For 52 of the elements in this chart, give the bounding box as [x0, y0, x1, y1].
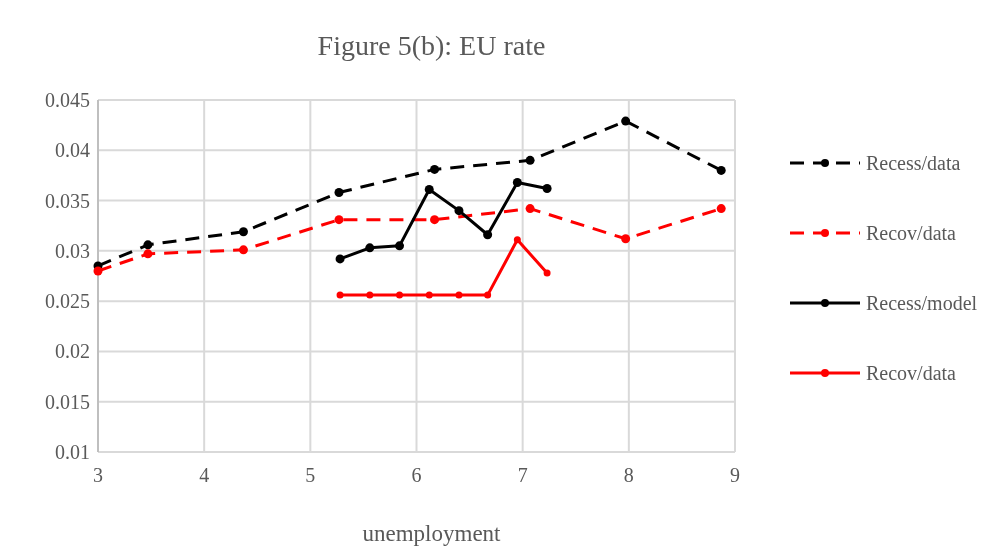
point: [335, 254, 345, 264]
x-tick-label: 4: [199, 464, 210, 486]
y-tick-label: 0.015: [45, 390, 90, 413]
point: [93, 266, 103, 276]
x-tick-label: 5: [305, 464, 316, 486]
legend-label: Recess/data: [866, 152, 961, 174]
point: [143, 249, 153, 259]
point: [334, 188, 344, 198]
point: [238, 227, 248, 237]
point: [430, 164, 440, 174]
point: [430, 215, 440, 225]
y-tick-label: 0.01: [55, 441, 90, 463]
point: [424, 185, 434, 195]
y-tick-label: 0.025: [45, 290, 90, 313]
point: [525, 204, 535, 214]
point: [238, 245, 248, 255]
y-tick-label: 0.035: [45, 189, 90, 212]
point: [543, 269, 551, 277]
point: [525, 155, 535, 165]
point: [716, 165, 726, 175]
y-tick-label: 0.03: [55, 239, 90, 262]
legend-label: Recov/data: [866, 222, 957, 244]
legend-label: Recess/model: [866, 292, 978, 314]
x-tick-label: 6: [411, 464, 422, 486]
point: [396, 291, 404, 299]
point: [366, 291, 374, 299]
point: [454, 206, 464, 216]
x-tick-label: 7: [517, 464, 528, 486]
point: [334, 215, 344, 225]
point: [395, 241, 405, 251]
point: [143, 240, 153, 250]
point: [455, 291, 463, 299]
y-tick-label: 0.02: [55, 340, 90, 363]
legend-label: Recov/data: [866, 362, 957, 384]
x-tick-label: 8: [623, 464, 634, 486]
point: [621, 116, 631, 126]
point: [513, 236, 521, 244]
point: [483, 230, 493, 240]
point: [542, 184, 552, 193]
point: [716, 204, 726, 214]
y-tick-label: 0.04: [55, 139, 90, 162]
point: [425, 291, 433, 299]
point: [512, 177, 522, 187]
x-tick-label: 9: [730, 464, 740, 486]
x-tick-label: 3: [93, 464, 103, 486]
y-tick-label: 0.045: [45, 89, 90, 111]
point: [336, 291, 344, 299]
point: [365, 243, 375, 253]
point: [621, 234, 631, 244]
point: [484, 291, 492, 299]
chart-title: Figure 5(b): EU rate: [317, 30, 546, 61]
x-axis-title: unemployment: [362, 521, 502, 546]
